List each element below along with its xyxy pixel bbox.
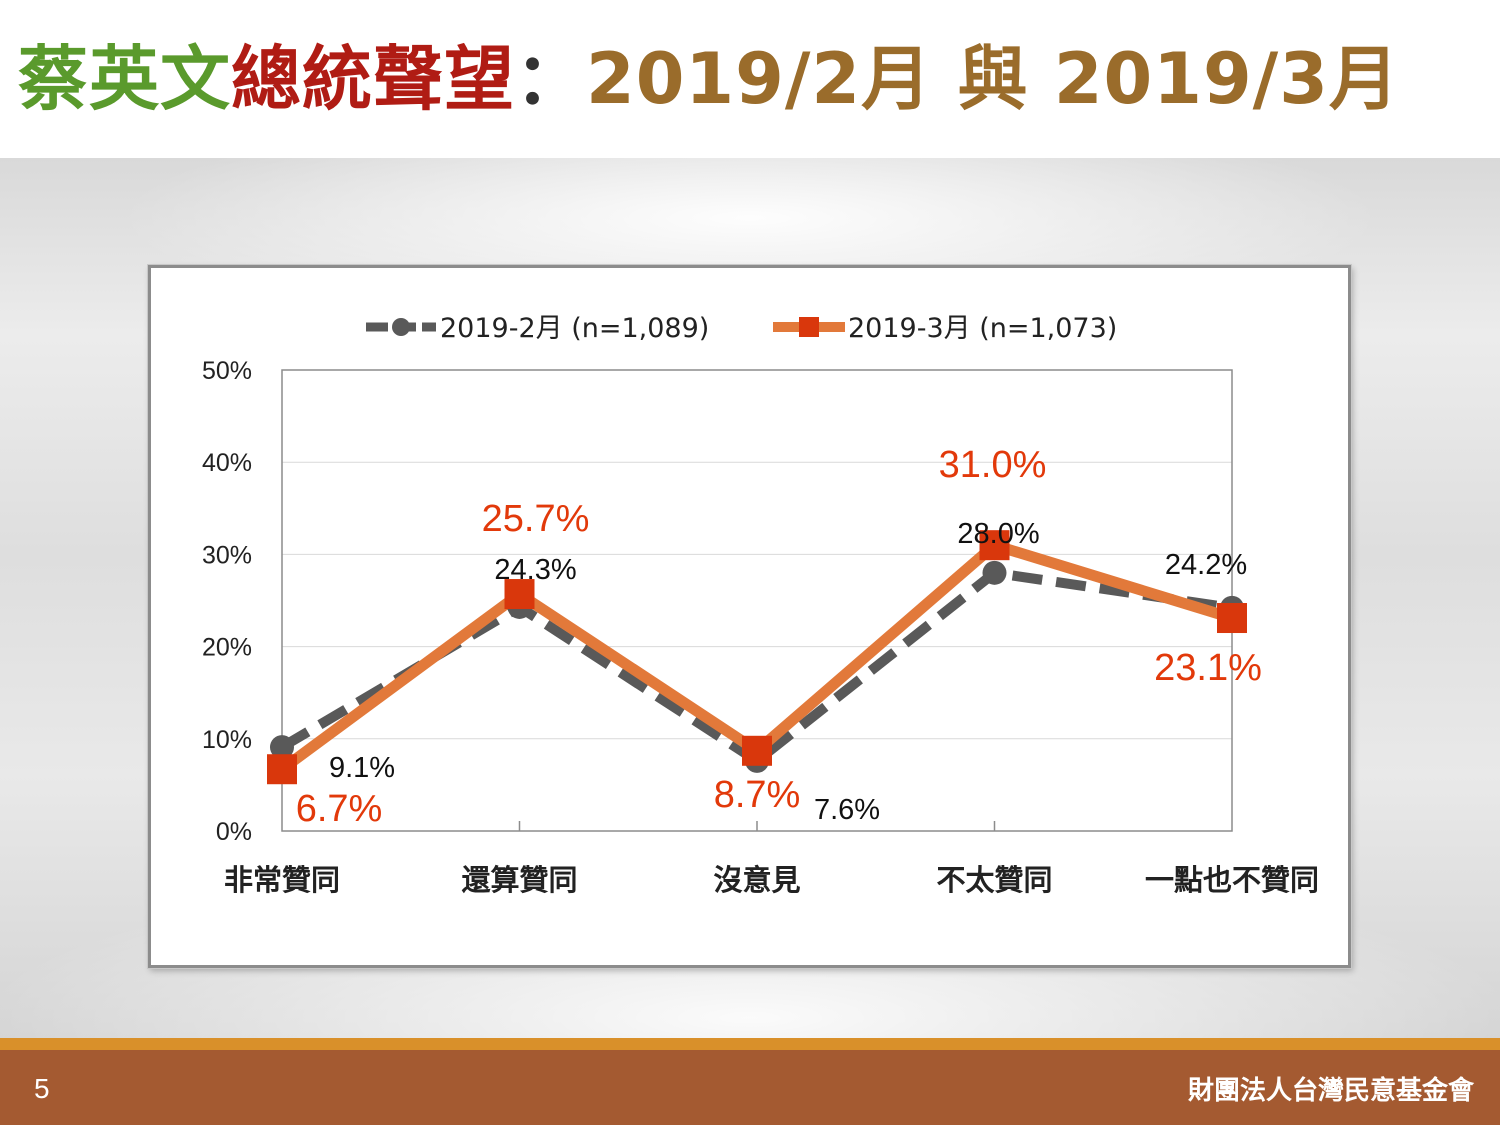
page-number: 5	[34, 1073, 50, 1104]
chart-panel	[148, 265, 1351, 968]
data-label-feb: 7.6%	[814, 794, 880, 826]
x-tick-label: 沒意見	[713, 863, 800, 897]
marker-mar	[979, 530, 1010, 561]
slide-title: 蔡英文總統聲望：2019/2月 與 2019/3月	[18, 44, 1400, 114]
series-markers	[267, 530, 1247, 785]
y-tick-label: 10%	[202, 726, 252, 754]
y-tick-label: 20%	[202, 634, 252, 662]
data-label-mar: 31.0%	[939, 444, 1047, 486]
data-label-feb: 24.3%	[494, 554, 576, 586]
legend-label-mar: 2019-3月 (n=1,073)	[848, 313, 1117, 344]
y-axis-ticks: 0% 10% 20% 30% 40% 50%	[202, 357, 252, 846]
title-topic: 總統聲望	[231, 38, 515, 120]
title-name: 蔡英文	[18, 38, 231, 120]
marker-feb	[270, 735, 294, 760]
marker-feb	[982, 560, 1007, 585]
gridlines	[282, 461, 1232, 740]
legend-label-feb: 2019-2月 (n=1,089)	[440, 313, 709, 344]
x-axis-ticks: 非常贊同 還算贊同 沒意見 不太贊同 一點也不贊同	[224, 821, 1319, 897]
footer-accent-line	[0, 1038, 1500, 1050]
title-separator: ：	[515, 38, 586, 120]
legend: 2019-2月 (n=1,089) 2019-3月 (n=1,073)	[366, 313, 1117, 344]
data-label-feb: 28.0%	[957, 518, 1039, 550]
line-chart: 0%10%20%30%40%50% 非常贊同 還算贊同 沒意見 不太贊同 一點也不贊同 …	[202, 313, 1319, 897]
title-bar: 蔡英文總統聲望：2019/2月 與 2019/3月	[0, 0, 1500, 158]
organization-name: 財團法人台灣民意基金會	[1187, 1076, 1474, 1106]
data-label-mar: 25.7%	[482, 498, 590, 540]
marker-mar	[504, 579, 535, 610]
y-tick-label: 40%	[202, 449, 252, 477]
series-line-mar	[278, 539, 1234, 774]
x-tick-label: 不太贊同	[936, 863, 1052, 897]
data-label-mar: 23.1%	[1154, 647, 1262, 689]
data-label-feb: 9.1%	[329, 752, 395, 784]
footer-bar	[0, 1050, 1500, 1125]
legend-marker-mar	[799, 317, 819, 337]
marker-mar	[267, 754, 297, 785]
data-labels: 9.1% 24.3% 7.6% 28.0% 24.2% 6.7% 25.7% 8.7% 31.0…	[296, 444, 1262, 830]
y-tick-label: 50%	[202, 357, 252, 385]
data-label-mar: 6.7%	[296, 788, 383, 830]
x-tick-label: 還算贊同	[461, 863, 577, 897]
data-label-mar: 8.7%	[714, 774, 801, 816]
legend-marker-feb	[392, 318, 410, 336]
title-period: 2019/2月 與 2019/3月	[586, 38, 1400, 120]
marker-mar	[742, 735, 772, 766]
y-tick-label: 0%	[216, 818, 252, 846]
y-tick-label: 30%	[202, 541, 252, 569]
x-tick-label: 非常贊同	[224, 863, 340, 897]
x-tick-label: 一點也不贊同	[1145, 863, 1319, 897]
series-lines	[278, 539, 1234, 774]
data-label-feb: 24.2%	[1165, 549, 1247, 581]
marker-mar	[1217, 603, 1247, 634]
